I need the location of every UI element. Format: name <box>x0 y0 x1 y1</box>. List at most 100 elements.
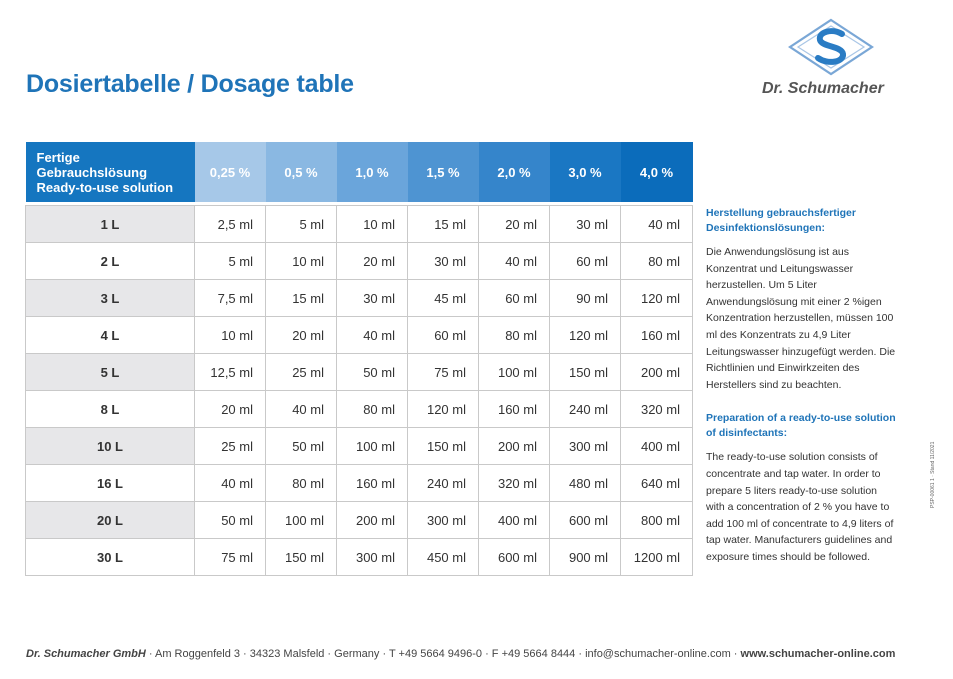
dosage-cell: 160 ml <box>336 464 408 502</box>
dosage-cell: 25 ml <box>194 427 266 465</box>
volume-cell: 4 L <box>25 316 195 354</box>
dosage-cell: 150 ml <box>265 538 337 576</box>
dosage-cell: 10 ml <box>336 205 408 243</box>
dosage-cell: 50 ml <box>336 353 408 391</box>
dosage-cell: 2,5 ml <box>194 205 266 243</box>
table-row: 10 L 25 ml 50 ml 100 ml 150 ml 200 ml 300 ml 40… <box>25 427 693 465</box>
instructions-heading-en: Preparation of a ready-to-use solution o… <box>706 412 896 440</box>
volume-cell: 30 L <box>25 538 195 576</box>
header-concentration: 3,0 % <box>549 142 621 202</box>
dosage-cell: 300 ml <box>549 427 621 465</box>
dosage-cell: 15 ml <box>407 205 479 243</box>
instructions-text-de: Die Anwendungslösung ist aus Konzentrat … <box>706 246 896 391</box>
volume-cell: 16 L <box>25 464 195 502</box>
document-code: PSP-00061 1 · Stand 11/2021 <box>930 441 936 508</box>
volume-cell: 8 L <box>25 390 195 428</box>
dosage-cell: 90 ml <box>549 279 621 317</box>
dosage-cell: 900 ml <box>549 538 621 576</box>
dosage-cell: 30 ml <box>407 242 479 280</box>
table-row: 30 L 75 ml 150 ml 300 ml 450 ml 600 ml 900 ml 1… <box>25 538 693 576</box>
volume-cell: 3 L <box>25 279 195 317</box>
dosage-cell: 400 ml <box>478 501 550 539</box>
dosage-cell: 40 ml <box>336 316 408 354</box>
schumacher-logo-icon <box>788 18 874 76</box>
dosage-cell: 150 ml <box>549 353 621 391</box>
dosage-cell: 10 ml <box>194 316 266 354</box>
dosage-cell: 25 ml <box>265 353 337 391</box>
header-ready-to-use-solution: Fertige Gebrauchslösung Ready-to-use sol… <box>25 142 195 202</box>
dosage-cell: 20 ml <box>336 242 408 280</box>
dosage-cell: 50 ml <box>194 501 266 539</box>
dosage-cell: 75 ml <box>194 538 266 576</box>
dosage-cell: 80 ml <box>265 464 337 502</box>
header-line-de1: Fertige <box>36 149 80 165</box>
dosage-cell: 400 ml <box>620 427 693 465</box>
table-row: 1 L 2,5 ml 5 ml 10 ml 15 ml 20 ml 30 ml 40 ml <box>25 205 693 243</box>
dosage-table: Fertige Gebrauchslösung Ready-to-use sol… <box>25 142 693 576</box>
dosage-cell: 12,5 ml <box>194 353 266 391</box>
dosage-cell: 60 ml <box>407 316 479 354</box>
dosage-cell: 30 ml <box>336 279 408 317</box>
dosage-cell: 80 ml <box>478 316 550 354</box>
dosage-cell: 40 ml <box>265 390 337 428</box>
footer-company: Dr. Schumacher GmbH <box>26 648 146 660</box>
dosage-cell: 800 ml <box>620 501 693 539</box>
logo: Dr. Schumacher <box>762 18 902 102</box>
dosage-cell: 150 ml <box>407 427 479 465</box>
table-row: 3 L 7,5 ml 15 ml 30 ml 45 ml 60 ml 90 ml 120 ml <box>25 279 693 317</box>
dosage-cell: 100 ml <box>478 353 550 391</box>
dosage-cell: 160 ml <box>478 390 550 428</box>
header-concentration: 0,5 % <box>265 142 337 202</box>
dosage-cell: 7,5 ml <box>194 279 266 317</box>
dosage-cell: 240 ml <box>407 464 479 502</box>
header-concentration: 0,25 % <box>194 142 266 202</box>
dosage-cell: 75 ml <box>407 353 479 391</box>
volume-cell: 20 L <box>25 501 195 539</box>
dosage-cell: 50 ml <box>265 427 337 465</box>
dosage-cell: 120 ml <box>407 390 479 428</box>
dosage-cell: 300 ml <box>407 501 479 539</box>
dosage-cell: 5 ml <box>265 205 337 243</box>
dosage-cell: 40 ml <box>194 464 266 502</box>
instructions-heading-de: Herstellung gebrauchsfertiger Desinfekti… <box>706 207 856 234</box>
dosage-cell: 1200 ml <box>620 538 693 576</box>
header-concentration: 1,0 % <box>336 142 408 202</box>
dosage-cell: 80 ml <box>336 390 408 428</box>
page-title: Dosiertabelle / Dosage table <box>26 70 354 98</box>
footer-address: · Am Roggenfeld 3 · 34323 Malsfeld · Ger… <box>145 648 741 660</box>
dosage-cell: 10 ml <box>265 242 337 280</box>
dosage-cell: 40 ml <box>478 242 550 280</box>
dosage-cell: 100 ml <box>265 501 337 539</box>
footer: Dr. Schumacher GmbH · Am Roggenfeld 3 · … <box>26 648 895 660</box>
dosage-cell: 200 ml <box>478 427 550 465</box>
dosage-cell: 30 ml <box>549 205 621 243</box>
dosage-cell: 20 ml <box>478 205 550 243</box>
footer-website[interactable]: www.schumacher-online.com <box>740 648 896 660</box>
dosage-cell: 120 ml <box>620 279 693 317</box>
dosage-cell: 60 ml <box>549 242 621 280</box>
dosage-cell: 320 ml <box>620 390 693 428</box>
header-concentration: 1,5 % <box>407 142 479 202</box>
dosage-cell: 300 ml <box>336 538 408 576</box>
header-concentration: 4,0 % <box>620 142 693 202</box>
table-row: 5 L 12,5 ml 25 ml 50 ml 75 ml 100 ml 150 ml 200… <box>25 353 693 391</box>
dosage-cell: 480 ml <box>549 464 621 502</box>
volume-cell: 1 L <box>25 205 195 243</box>
dosage-cell: 640 ml <box>620 464 693 502</box>
table-row: 8 L 20 ml 40 ml 80 ml 120 ml 160 ml 240 ml 320 … <box>25 390 693 428</box>
table-row: 4 L 10 ml 20 ml 40 ml 60 ml 80 ml 120 ml 160 ml <box>25 316 693 354</box>
dosage-cell: 40 ml <box>620 205 693 243</box>
dosage-cell: 200 ml <box>620 353 693 391</box>
dosage-cell: 120 ml <box>549 316 621 354</box>
dosage-cell: 5 ml <box>194 242 266 280</box>
dosage-cell: 160 ml <box>620 316 693 354</box>
dosage-cell: 100 ml <box>336 427 408 465</box>
dosage-cell: 200 ml <box>336 501 408 539</box>
dosage-cell: 450 ml <box>407 538 479 576</box>
logo-brand-text: Dr. Schumacher <box>762 80 884 97</box>
dosage-cell: 240 ml <box>549 390 621 428</box>
volume-cell: 5 L <box>25 353 195 391</box>
volume-cell: 2 L <box>25 242 195 280</box>
dosage-cell: 20 ml <box>194 390 266 428</box>
